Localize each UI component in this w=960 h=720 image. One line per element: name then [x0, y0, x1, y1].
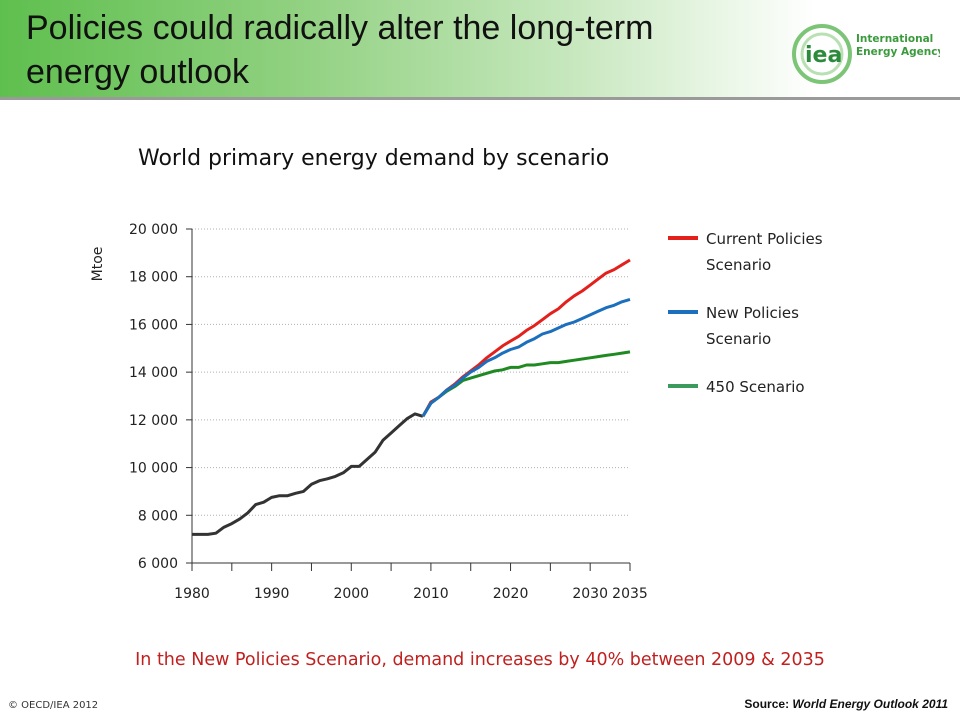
x-tick-label: 1990 — [254, 586, 290, 602]
series-line-historical — [192, 412, 424, 536]
series-line-new-policies — [421, 297, 631, 418]
chart-title: World primary energy demand by scenario — [138, 146, 610, 171]
series-line-450-scenario — [421, 350, 631, 418]
legend-label-current-policies: Current Policies Scenario — [706, 230, 823, 274]
legend-label-new-policies: New Policies Scenario — [706, 304, 799, 348]
legend-item-current-policies: Current Policies Scenario — [668, 226, 868, 278]
series-line-current-policies — [421, 258, 631, 418]
legend-item-new-policies: New Policies Scenario — [668, 300, 868, 352]
slide-title: Policies could radically alter the long-… — [26, 9, 654, 91]
logo-text-line2: Energy Agency — [856, 46, 940, 58]
source-title: World Energy Outlook 2011 — [792, 697, 948, 711]
legend-swatch-450-scenario — [668, 384, 698, 388]
source-label: Source: — [744, 697, 793, 711]
title-banner — [0, 0, 960, 100]
legend-label-450-scenario: 450 Scenario — [706, 378, 805, 396]
iea-logo: iea International Energy Agency — [792, 24, 940, 84]
chart-legend: Current Policies Scenario New Policies S… — [668, 226, 868, 422]
legend-swatch-current-policies — [668, 236, 698, 240]
logo-ring-inner — [800, 32, 844, 76]
x-tick-label: 2030 — [572, 586, 608, 602]
y-tick-label: 20 000 — [129, 222, 178, 238]
y-tick-label: 16 000 — [129, 317, 178, 333]
x-tick-label: 2020 — [493, 586, 529, 602]
y-tick-label: 14 000 — [129, 365, 178, 381]
x-tick-label: 2000 — [333, 586, 369, 602]
copyright: © OECD/IEA 2012 — [8, 700, 99, 711]
y-tick-label: 8 000 — [138, 508, 178, 524]
logo-mark: iea — [805, 43, 842, 68]
legend-swatch-new-policies — [668, 310, 698, 314]
x-tick-label: 2010 — [413, 586, 449, 602]
x-tick-label: 2035 — [612, 586, 648, 602]
y-tick-label: 12 000 — [129, 413, 178, 429]
logo-text-line1: International — [856, 33, 933, 45]
y-tick-label: 6 000 — [138, 556, 178, 572]
legend-item-450-scenario: 450 Scenario — [668, 374, 868, 400]
logo-ring — [792, 24, 852, 84]
caption: In the New Policies Scenario, demand inc… — [135, 650, 825, 670]
y-tick-label: 18 000 — [129, 270, 178, 286]
y-axis-label: Mtoe — [90, 247, 106, 282]
source-note: Source: World Energy Outlook 2011 — [744, 697, 948, 711]
x-tick-label: 1980 — [174, 586, 210, 602]
y-tick-label: 10 000 — [129, 461, 178, 477]
